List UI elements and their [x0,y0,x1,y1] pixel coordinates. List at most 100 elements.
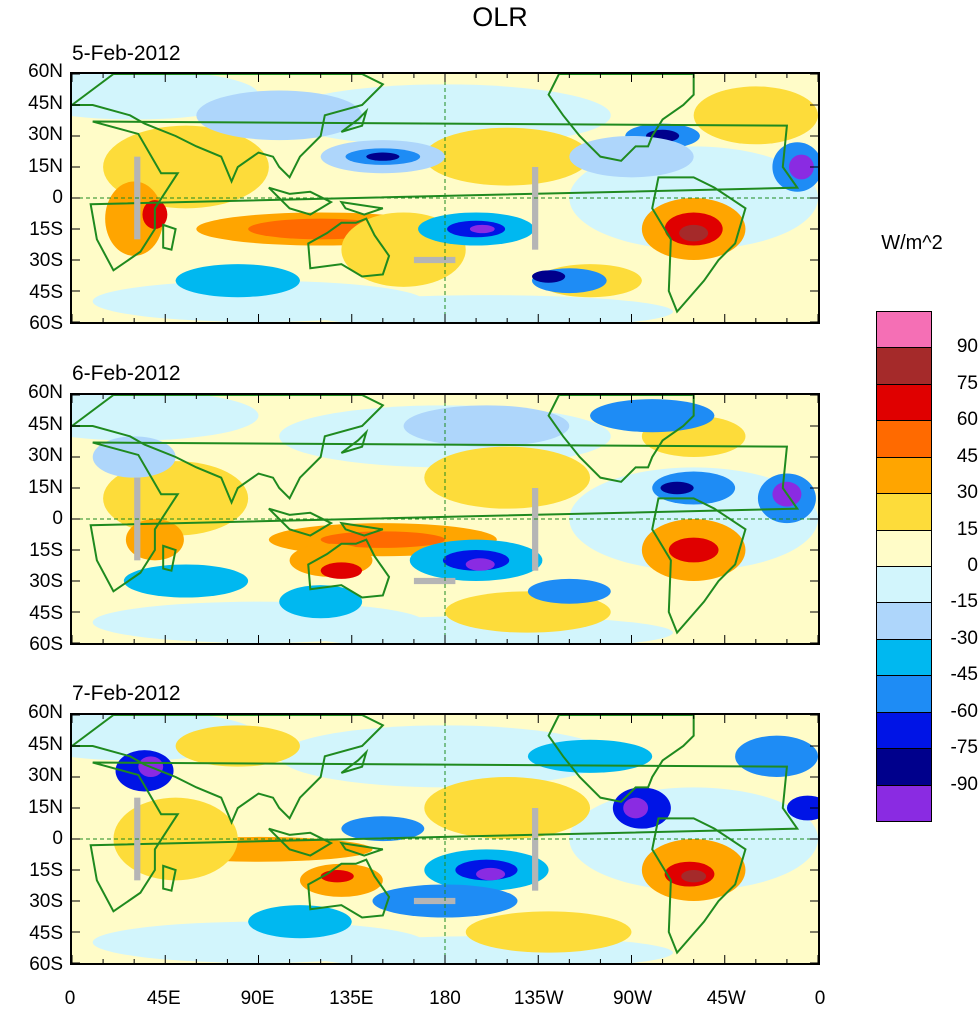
lat-label: 45N [28,733,63,755]
lon-label: 180 [429,988,461,1009]
colorbar-swatch [876,638,932,677]
colorbar-label: -30 [950,627,978,649]
anomaly-contour [786,795,818,821]
anomaly-contour [668,537,719,563]
panel-date-3: 7-Feb-2012 [72,682,181,705]
anomaly-contour [469,224,495,234]
lat-label: 15N [28,476,63,498]
anomaly-contour [123,564,249,598]
lat-label: 15N [28,155,63,177]
colorbar-swatch [876,711,932,750]
anomaly-contour [465,558,495,571]
lat-label: 45S [29,922,63,944]
lat-label: 0 [52,508,63,529]
coastline [339,521,384,537]
lat-label: 45N [28,413,63,435]
anomaly-contour [248,905,352,939]
anomaly-contour [424,446,591,509]
coastline [651,176,747,314]
coastline [268,827,334,857]
anomaly-contour [424,127,591,186]
coastline [72,74,385,185]
olr-field-svg [72,395,818,643]
colorbar-swatch [876,383,932,422]
anomaly-contour [590,399,715,433]
coastline [268,186,334,216]
olr-map-panel-2 [70,393,820,645]
missing-data [532,167,539,250]
olr-field-svg [72,715,818,963]
coastline [547,74,695,162]
field-patch [279,725,611,788]
colorbar-label: -15 [950,591,978,613]
colorbar-swatch [876,529,932,567]
colorbar-label: 45 [956,445,978,467]
coastline [162,864,177,892]
colorbar-swatch [876,675,932,713]
colorbar-swatch [876,311,932,349]
coastline [547,715,695,803]
colorbar-swatch [876,784,932,822]
lon-label: 135W [513,988,564,1009]
lat-label: 15S [29,539,63,561]
field-patch [300,295,673,322]
lat-label: 45S [29,602,63,624]
colorbar-swatch [876,602,932,640]
anomaly-contour [735,735,818,777]
missing-data [413,897,456,905]
anomaly-contour [681,870,707,883]
field-patch [569,467,818,571]
colorbar-label: -75 [950,737,978,759]
lon-label: 90E [240,988,275,1009]
anomaly-contour [320,870,354,883]
anomaly-contour [320,562,363,579]
anomaly-contour [424,777,591,839]
missing-data [413,256,456,264]
anomaly-contour [341,816,425,842]
lat-label: 30S [29,250,63,271]
lat-label: 0 [52,187,63,208]
panel-date-2: 6-Feb-2012 [72,362,181,385]
colorbar-swatch [876,420,932,458]
missing-data [413,577,456,585]
anomaly-contour [92,436,176,478]
lat-label: 30N [28,445,63,466]
colorbar-label: 60 [956,409,978,431]
colorbar-label: 90 [956,336,978,358]
coastline [340,428,369,454]
coastline [307,217,391,278]
missing-data [532,808,539,891]
coastline [89,441,800,593]
colorbar-units: W/m^2 [881,232,943,254]
field-patch [72,395,259,441]
colorbar-label: 75 [956,372,978,394]
coastline [547,395,695,483]
anomaly-contour [175,264,300,298]
anomaly-contour [532,270,566,283]
lon-label: 0 [814,988,826,1009]
anomaly-contour [196,90,363,141]
colorbar-label: -90 [950,773,978,795]
anomaly-contour [693,86,818,145]
lat-label: 30S [29,891,63,912]
lat-label: 15S [29,859,63,881]
coastline [339,200,384,216]
coastline [340,107,369,133]
colorbar-swatch [876,566,932,604]
coastline [651,817,747,955]
colorbar-label: -45 [950,664,978,686]
lat-label: 15N [28,796,63,818]
lat-label: 45S [29,281,63,303]
coastline [89,761,800,913]
lon-label: 0 [64,988,76,1009]
lat-label: 60S [29,954,63,975]
missing-data [532,488,539,571]
coastline [307,538,391,599]
lat-label: 45N [28,92,63,114]
colorbar-swatch [876,456,932,495]
anomaly-contour [623,797,649,819]
anomaly-contour [366,152,400,161]
colorbar-swatch [876,347,932,385]
anomaly-contour [476,867,506,881]
colorbar-label: 0 [967,555,978,576]
